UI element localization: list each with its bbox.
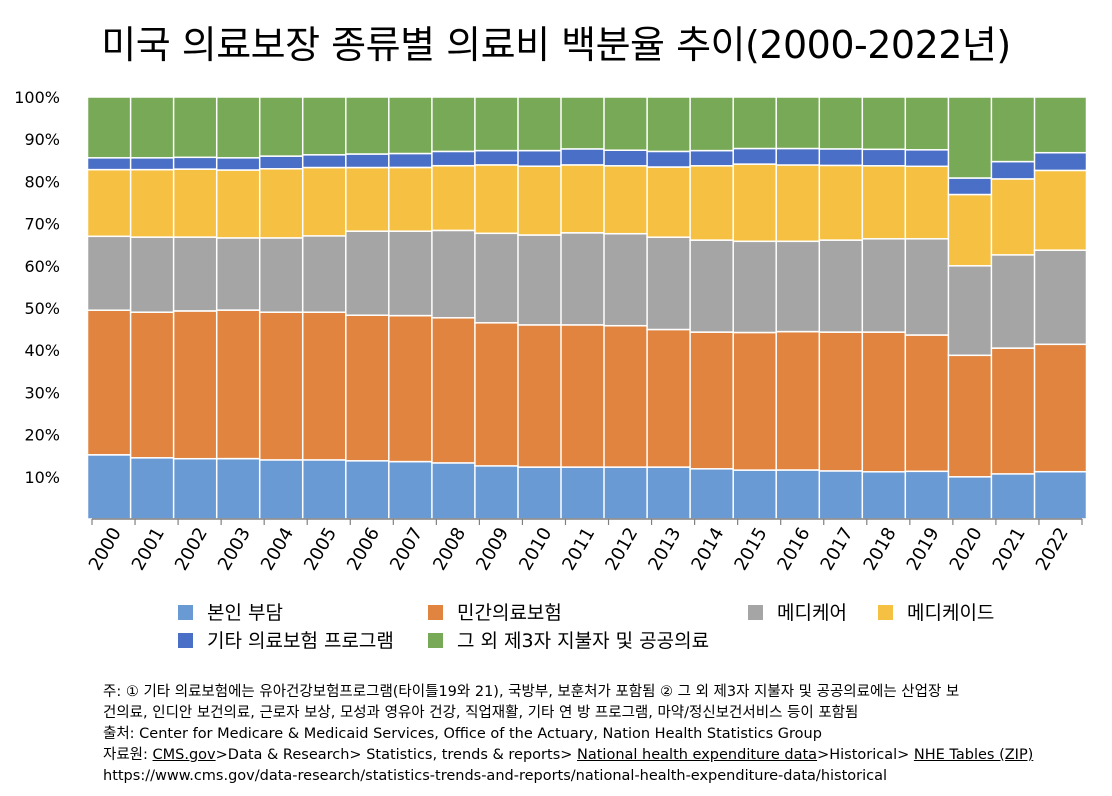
data-source-prefix: 자료원: [103,747,153,763]
legend-item-other-insurance: 기타 의료보험 프로그램 [178,626,394,653]
nhe-data-link[interactable]: National health expenditure data [577,747,818,763]
legend-swatch [748,605,763,620]
y-tick-label: 90% [24,130,60,149]
breadcrumb-text-1: >Data & Research> Statistics, trends & r… [215,747,578,763]
y-tick-label: 100% [14,88,60,107]
bars-area [86,96,1088,520]
legend-swatch [178,605,193,620]
y-tick-label: 70% [24,215,60,234]
chart-title: 미국 의료보장 종류별 의료비 백분율 추이(2000-2022년) [101,23,1011,67]
x-tick-label: 2015 [730,524,771,574]
x-tick-label: 2021 [989,524,1030,574]
y-axis: 10% 20% 30% 40% 50% 60% 70% 80% 90% 100% [14,88,60,487]
legend-item-third-party: 그 외 제3자 지불자 및 공공의료 [428,626,709,653]
x-tick-label: 2011 [558,524,599,574]
x-tick-label: 2000 [85,524,126,574]
bar-segment-2022 [1033,151,1088,172]
y-tick-label: 30% [24,383,60,402]
y-tick-label: 40% [24,341,60,360]
x-tick-label: 2016 [773,524,814,574]
legend-label: 본인 부담 [207,602,283,624]
y-tick-label: 50% [24,299,60,318]
x-tick-label: 2003 [214,524,255,574]
bar-segment-2022 [1033,249,1088,346]
source-line: 출처: Center for Medicare & Medicaid Servi… [103,726,822,742]
x-tick-label: 2001 [128,524,169,574]
x-tick-label: 2022 [1032,524,1073,574]
x-tick-label: 2008 [429,524,470,574]
legend-swatch [428,633,443,648]
x-tick-label: 2020 [946,524,987,574]
x-tick-label: 2009 [472,524,513,574]
legend-label: 그 외 제3자 지불자 및 공공의료 [457,630,710,652]
x-tick-label: 2012 [601,524,642,574]
cms-link[interactable]: CMS.gov [152,747,216,763]
data-source-line: 자료원: CMS.gov>Data & Research> Statistics… [103,745,1103,766]
x-axis: 2000 2001 2002 2003 2004 2005 2006 2007 2008 2009… [85,518,1083,574]
x-tick-label: 2017 [816,524,857,574]
x-tick-label: 2019 [903,524,944,574]
breadcrumb-text-2: >Historical> [817,747,914,763]
url-line: https://www.cms.gov/data-research/statis… [103,768,888,784]
legend-item-self-pay: 본인 부담 [178,598,283,625]
x-tick-label: 2002 [171,524,212,574]
y-tick-label: 80% [24,172,60,191]
x-tick-label: 2007 [386,524,427,574]
bar-segment-2022 [1033,96,1088,154]
legend-label: 민간의료보험 [457,602,562,624]
x-tick-label: 2005 [300,524,341,574]
bar-segment-2022 [1033,343,1088,473]
legend-swatch [878,605,893,620]
x-tick-label: 2018 [860,524,901,574]
note-line-2: 건의료, 인디안 보건의료, 근로자 보상, 모성과 영유아 건강, 직업재활,… [103,705,859,721]
legend-item-private-insurance: 민간의료보험 [428,598,562,625]
bar-segment-2022 [1033,169,1088,251]
x-tick-label: 2006 [343,524,384,574]
legend-item-medicaid: 메디케이드 [878,598,994,625]
x-tick-label: 2010 [515,524,556,574]
x-tick-label: 2014 [687,524,728,574]
nhe-tables-link[interactable]: NHE Tables (ZIP) [913,747,1034,763]
y-tick-label: 60% [24,257,60,276]
y-tick-label: 10% [24,468,60,487]
stacked-bar-chart: 10% 20% 30% 40% 50% 60% 70% 80% 90% 100% 2000 2001… [14,88,1088,574]
legend-label: 기타 의료보험 프로그램 [207,630,394,652]
footnotes: 주: ① 기타 의료보험에는 유아건강보험프로그램(타이틀19와 21), 국방… [103,682,1103,787]
legend-swatch [428,605,443,620]
bar-segment-2022 [1033,470,1088,520]
legend-item-medicare: 메디케어 [748,598,847,625]
legend-swatch [178,633,193,648]
note-line-1: 주: ① 기타 의료보험에는 유아건강보험프로그램(타이틀19와 21), 국방… [103,684,960,700]
legend-label: 메디케이드 [907,602,995,624]
x-tick-label: 2013 [644,524,685,574]
y-tick-label: 20% [24,426,60,445]
x-tick-label: 2004 [257,524,298,574]
legend-label: 메디케어 [777,602,847,624]
